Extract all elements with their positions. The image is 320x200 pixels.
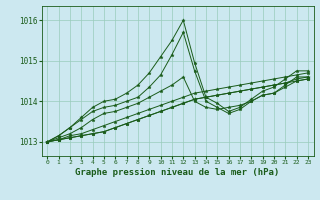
X-axis label: Graphe pression niveau de la mer (hPa): Graphe pression niveau de la mer (hPa) xyxy=(76,168,280,177)
